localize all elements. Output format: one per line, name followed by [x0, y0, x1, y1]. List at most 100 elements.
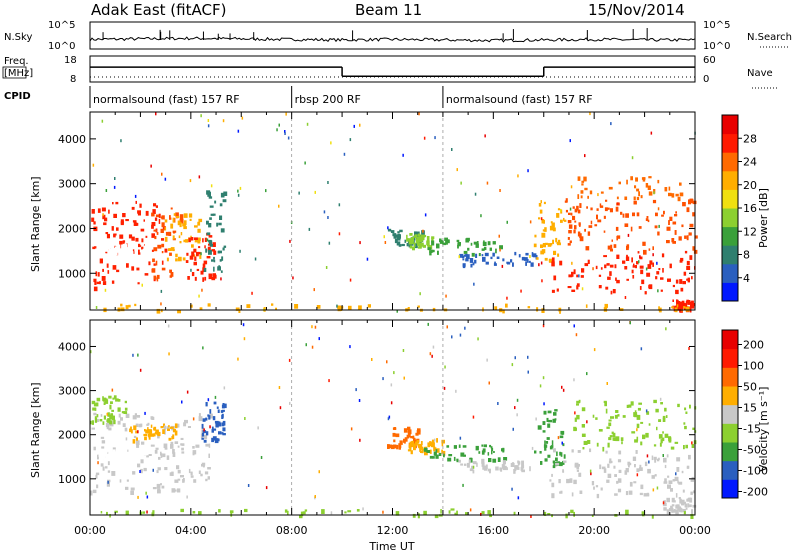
- scatter-cell: [609, 271, 612, 276]
- scatter-cell: [691, 476, 695, 480]
- scatter-cell: [436, 448, 440, 453]
- scatter-cell: [652, 262, 654, 267]
- scatter-cell: [204, 237, 207, 242]
- scatter-cell: [136, 443, 140, 448]
- scatter-cell: [101, 247, 105, 250]
- scatter-cell: [679, 304, 684, 309]
- scatter-cell: [567, 286, 572, 289]
- scatter-cell: [358, 305, 362, 310]
- scatter-cell: [686, 260, 690, 266]
- scatter-cell: [203, 434, 208, 440]
- scatter-cell: [663, 507, 667, 511]
- scatter-cell: [134, 458, 139, 461]
- scatter-cell: [539, 451, 542, 454]
- scatter-cell: [186, 390, 189, 394]
- x-tick-label: 00:00: [74, 524, 106, 537]
- scatter-cell: [412, 444, 416, 447]
- scatter-cell: [616, 254, 620, 259]
- scatter-cell: [492, 458, 497, 463]
- scatter-cell: [665, 415, 668, 418]
- scatter-cell: [113, 451, 116, 455]
- scatter-cell: [141, 441, 145, 445]
- scatter-cell: [180, 232, 183, 236]
- scatter-cell: [215, 423, 219, 428]
- scatter-cell: [116, 458, 119, 462]
- scatter-cell: [151, 512, 155, 517]
- scatter-cell: [386, 360, 388, 364]
- scatter-cell: [197, 221, 201, 226]
- scatter-cell: [412, 435, 415, 439]
- scatter-cell: [132, 448, 136, 452]
- scatter-cell: [101, 249, 104, 252]
- scatter-cell: [209, 409, 212, 414]
- scatter-cell: [198, 413, 201, 418]
- y-tick-label: 3000: [58, 178, 86, 191]
- scatter-cell: [608, 437, 612, 441]
- scatter-cell: [106, 419, 109, 423]
- scatter-cell: [576, 403, 579, 406]
- nave-label: Nave: [747, 68, 773, 79]
- scatter-cell: [660, 277, 664, 280]
- colorbar-tick-label: -15: [743, 423, 761, 436]
- scatter-cell: [311, 325, 313, 329]
- scatter-cell: [132, 439, 136, 444]
- scatter-cell: [120, 139, 122, 143]
- scatter-cell: [397, 231, 400, 234]
- scatter-cell: [481, 462, 485, 467]
- scatter-cell: [220, 270, 223, 273]
- scatter-cell: [596, 214, 598, 220]
- scatter-cell: [499, 189, 501, 192]
- scatter-cell: [451, 335, 453, 339]
- scatter-cell: [660, 289, 663, 292]
- scatter-cell: [116, 269, 120, 273]
- scatter-cell: [566, 478, 570, 484]
- scatter-cell: [207, 398, 210, 402]
- y-tick-label: 2000: [58, 222, 86, 235]
- scatter-cell: [677, 196, 681, 202]
- scatter-cell: [662, 454, 664, 457]
- scatter-cell: [106, 453, 111, 458]
- scatter-cell: [97, 454, 99, 460]
- scatter-cell: [314, 190, 316, 194]
- scatter-cell: [208, 273, 213, 277]
- scatter-cell: [242, 323, 245, 327]
- scatter-cell: [271, 303, 274, 306]
- scatter-cell: [544, 447, 547, 451]
- scatter-cell: [654, 474, 657, 477]
- scatter-cell: [652, 488, 655, 492]
- scatter-cell: [690, 514, 694, 519]
- scatter-cell: [609, 435, 613, 438]
- scatter-cell: [624, 470, 628, 475]
- scatter-cell: [131, 206, 135, 210]
- scatter-cell: [648, 285, 651, 289]
- scatter-cell: [113, 419, 116, 425]
- scatter-cell: [551, 514, 553, 518]
- scatter-cell: [574, 427, 577, 431]
- scatter-cell: [186, 252, 189, 256]
- scatter-cell: [213, 250, 217, 255]
- scatter-cell: [135, 200, 137, 204]
- scatter-cell: [95, 474, 98, 479]
- scatter-cell: [594, 224, 598, 227]
- scatter-cell: [672, 221, 677, 225]
- scatter-cell: [631, 257, 633, 263]
- scatter-cell: [502, 447, 505, 453]
- scatter-cell: [559, 451, 562, 456]
- scatter-cell: [411, 440, 414, 445]
- scatter-cell: [561, 441, 563, 445]
- scatter-cell: [560, 430, 565, 435]
- scatter-cell: [480, 512, 482, 516]
- scatter-cell: [551, 257, 555, 263]
- scatter-cell: [660, 402, 663, 405]
- scatter-cell: [579, 233, 582, 238]
- scatter-cell: [502, 460, 506, 465]
- scatter-cell: [108, 209, 110, 214]
- x-tick-label: 20:00: [578, 524, 610, 537]
- scatter-cell: [407, 238, 411, 241]
- scatter-cell: [155, 447, 159, 450]
- scatter-cell: [330, 141, 332, 145]
- scatter-cell: [417, 246, 422, 249]
- scatter-cell: [154, 235, 157, 240]
- colorbar-tick-label: 24: [743, 156, 757, 169]
